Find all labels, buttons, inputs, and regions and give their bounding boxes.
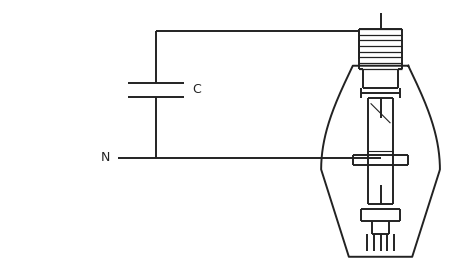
Text: N: N [100,151,110,164]
Text: C: C [192,83,201,96]
